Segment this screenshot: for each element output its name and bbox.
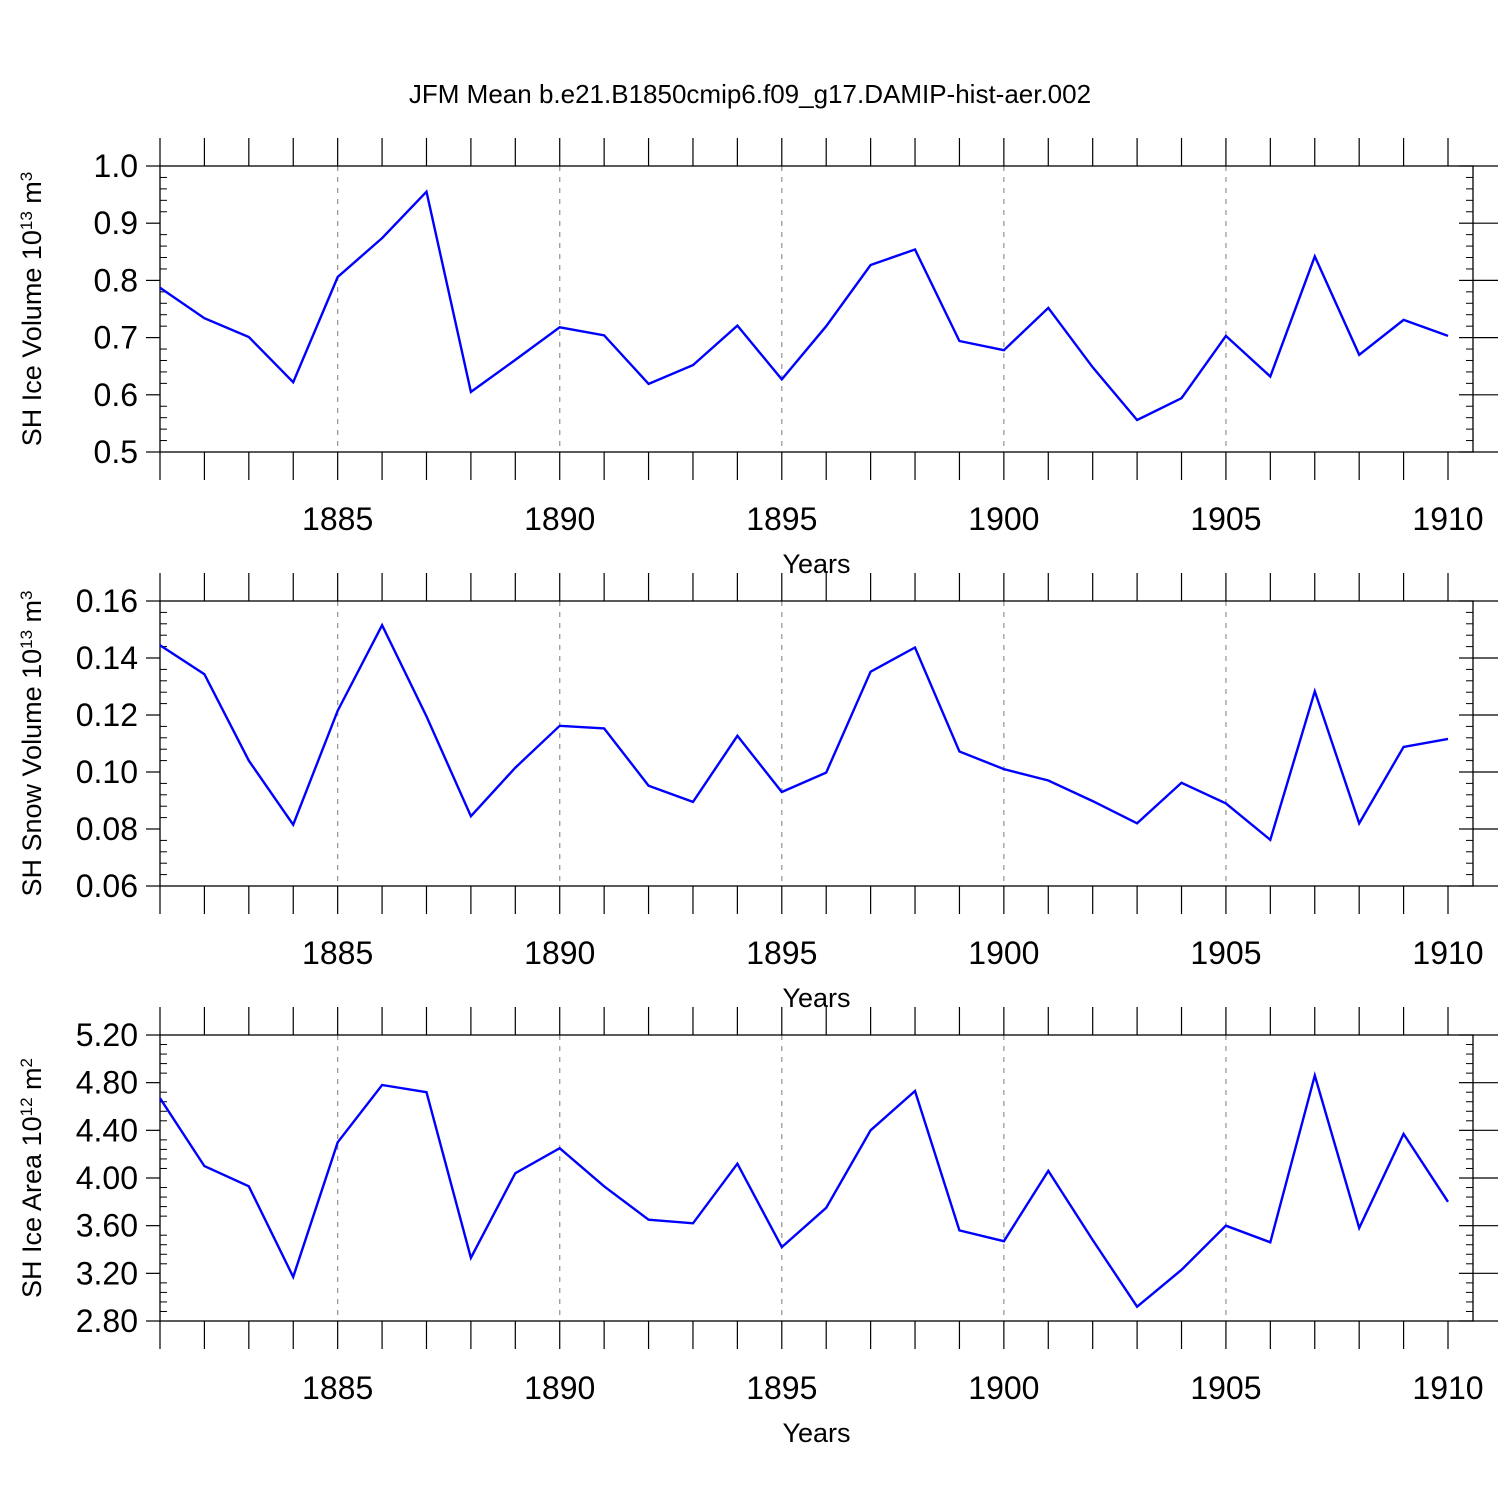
x-tick-label: 1885	[302, 1370, 373, 1406]
ice-volume-line	[159, 189, 1449, 422]
y-tick-label: 1.0	[94, 148, 138, 184]
y-tick-label: 0.14	[76, 640, 138, 676]
x-tick-label: 1905	[1190, 935, 1261, 971]
x-tick-label: 1885	[302, 501, 373, 537]
x-tick-label: 1900	[968, 501, 1039, 537]
y-tick-label: 4.40	[76, 1112, 138, 1148]
y-tick-label: 0.6	[94, 377, 138, 413]
y-tick-label: 2.80	[76, 1303, 138, 1339]
x-tick-label: 1895	[746, 501, 817, 537]
x-tick-label: 1885	[302, 935, 373, 971]
panel-snow-volume: 0.06 0.08 0.10 0.12 0.14 0.16 1885 1890 1895 1900…	[17, 573, 1498, 1013]
y-tick-label: 0.08	[76, 811, 138, 847]
figure-title: JFM Mean b.e21.B1850cmip6.f09_g17.DAMIP-…	[409, 79, 1091, 109]
panel-ice-volume: 0.5 0.6 0.7 0.8 0.9 1.0 1885 1890 1895 1900 1905 19…	[17, 138, 1498, 579]
snow-volume-line	[159, 622, 1449, 842]
x-tick-label: 1905	[1190, 501, 1261, 537]
plot-frame	[159, 1034, 1474, 1322]
panel-ice-area: 2.80 3.20 3.60 4.00 4.40 4.80 5.20 1885 1890 1895…	[17, 1007, 1498, 1448]
y-tick-label: 3.60	[76, 1208, 138, 1244]
plot-frame	[159, 600, 1474, 887]
y-tick-label: 3.20	[76, 1255, 138, 1291]
y-axis-label: SH Ice Volume 1013 m3	[17, 172, 48, 447]
y-tick-label: 0.9	[94, 205, 138, 241]
y-tick-label: 5.20	[76, 1017, 138, 1053]
y-tick-label: 0.5	[94, 434, 138, 470]
x-tick-label: 1890	[524, 1370, 595, 1406]
x-tick-label: 1910	[1412, 935, 1483, 971]
x-tick-label: 1890	[524, 935, 595, 971]
x-axis-label: Years	[782, 549, 850, 579]
ice-area-line	[158, 1071, 1450, 1309]
y-axis-label: SH Snow Volume 1013 m3	[17, 590, 48, 896]
x-axis-label: Years	[782, 1418, 850, 1448]
x-tick-label: 1895	[746, 1370, 817, 1406]
x-tick-label: 1895	[746, 935, 817, 971]
x-tick-label: 1910	[1412, 1370, 1483, 1406]
y-tick-label: 4.80	[76, 1065, 138, 1101]
x-axis-label: Years	[782, 983, 850, 1013]
x-tick-label: 1910	[1412, 501, 1483, 537]
y-tick-label: 0.7	[94, 320, 138, 356]
x-tick-label: 1890	[524, 501, 595, 537]
x-tick-label: 1900	[968, 1370, 1039, 1406]
y-tick-label: 4.00	[76, 1160, 138, 1196]
y-tick-label: 0.16	[76, 583, 138, 619]
y-tick-label: 0.8	[94, 262, 138, 298]
x-tick-label: 1905	[1190, 1370, 1261, 1406]
y-tick-label: 0.06	[76, 868, 138, 904]
y-tick-label: 0.10	[76, 754, 138, 790]
y-tick-label: 0.12	[76, 697, 138, 733]
plot-frame	[159, 165, 1474, 453]
y-axis-label: SH Ice Area 1012 m2	[17, 1058, 48, 1298]
x-tick-label: 1900	[968, 935, 1039, 971]
